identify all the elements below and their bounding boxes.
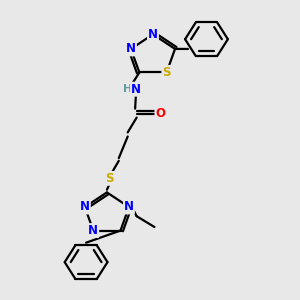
Text: N: N (80, 200, 90, 214)
Text: S: S (162, 66, 171, 79)
Text: N: N (126, 42, 136, 56)
Text: H: H (123, 84, 132, 94)
Text: N: N (131, 83, 141, 96)
Text: N: N (88, 224, 98, 237)
Text: S: S (106, 172, 114, 185)
Text: O: O (155, 107, 165, 120)
Text: N: N (148, 28, 158, 41)
Text: N: N (124, 200, 134, 214)
